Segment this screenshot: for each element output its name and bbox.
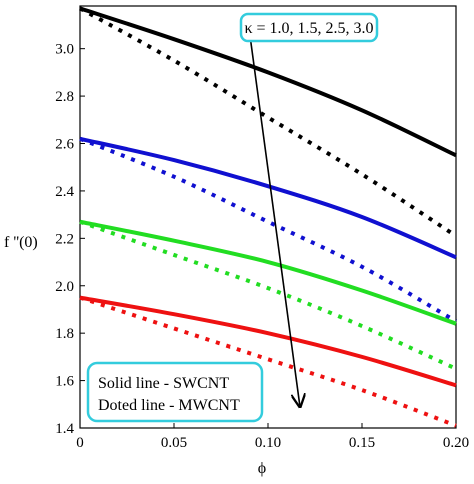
- x-tick-label: 0: [76, 435, 84, 451]
- line-style-legend-box: [86, 361, 264, 423]
- series-line-1-solid: [79, 6, 457, 158]
- series-line-4-dotted: [79, 136, 458, 324]
- legend-dotted-line: Doted line - MWCNT: [98, 397, 240, 414]
- y-tick-label: 2.6: [55, 137, 74, 153]
- y-tick-label: 1.6: [55, 374, 74, 390]
- x-tick-label: 0.20: [443, 435, 469, 451]
- y-axis-label: f ''(0): [4, 234, 38, 251]
- x-axis-label: ϕ: [258, 460, 266, 477]
- kappa-direction-arrow: [248, 29, 300, 407]
- series-line-6-dotted: [79, 219, 457, 371]
- y-tick-label: 3.0: [55, 42, 74, 58]
- y-tick-label: 2.8: [55, 89, 74, 105]
- x-axis-ticks: 0 0.05 0.10 0.15 0.20: [76, 423, 469, 451]
- series-line-7-solid: [79, 295, 457, 388]
- series-layer: [79, 6, 458, 428]
- y-tick-label: 2.2: [55, 231, 74, 247]
- x-tick-label: 0.15: [349, 435, 375, 451]
- series-line-5-solid: [79, 219, 457, 326]
- kappa-annotation: κ = 1.0, 1.5, 2.5, 3.0: [244, 20, 373, 37]
- y-axis-ticks: 1.4 1.6 1.8 2.0 2.2 2.4 2.6 2.8 3.0: [55, 42, 85, 437]
- kappa-annotation-box: [239, 12, 379, 43]
- y-tick-label: 2.4: [55, 184, 74, 200]
- y-tick-label: 1.8: [55, 326, 74, 342]
- legend-solid-line: Solid line - SWCNT: [98, 375, 229, 392]
- y-tick-label: 1.4: [55, 421, 74, 437]
- x-tick-label: 0.10: [255, 435, 281, 451]
- series-line-2-dotted: [79, 6, 458, 238]
- y-tick-label: 2.0: [55, 279, 74, 295]
- x-tick-label: 0.05: [161, 435, 187, 451]
- series-line-3-solid: [79, 136, 457, 260]
- series-line-8-dotted: [79, 295, 457, 428]
